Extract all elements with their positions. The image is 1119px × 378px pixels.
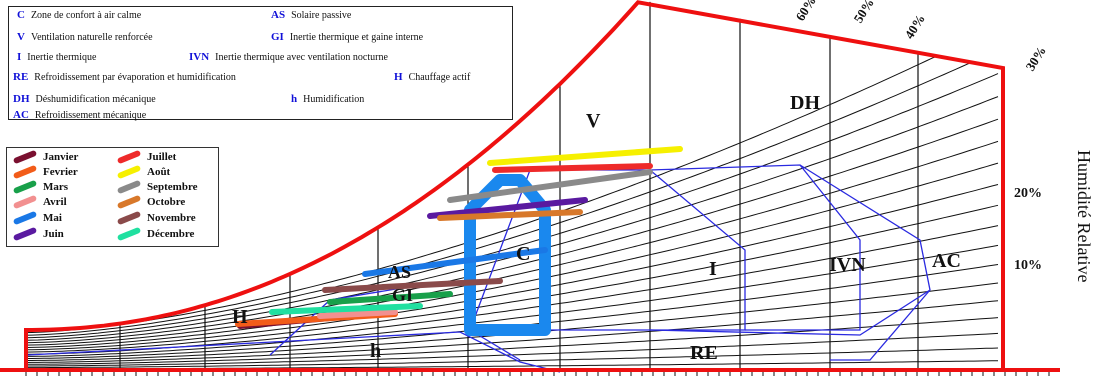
month-line bbox=[322, 278, 503, 293]
key-row-RE: RE Refroidissement par évaporation et hum… bbox=[13, 71, 236, 83]
month-line bbox=[487, 146, 683, 166]
rh-label-10: 10% bbox=[1014, 258, 1042, 273]
month-line bbox=[427, 197, 588, 219]
legend-swatch bbox=[116, 150, 142, 165]
legend-swatch bbox=[12, 227, 38, 242]
zone-label-C: C bbox=[516, 243, 531, 265]
humidity-curve bbox=[25, 118, 999, 344]
legend-swatch bbox=[116, 165, 142, 180]
legend-swatch bbox=[12, 165, 38, 180]
legend-swatch bbox=[116, 195, 142, 210]
monthly-lines bbox=[235, 146, 683, 329]
zone-boundary-line bbox=[469, 169, 746, 331]
legend-swatch bbox=[116, 227, 142, 242]
zone-boundary-line bbox=[27, 331, 561, 373]
humidity-curves bbox=[25, 55, 999, 370]
zone-label-RE: RE bbox=[690, 342, 718, 364]
key-row-GI: GI Inertie thermique et gaine interne bbox=[271, 31, 424, 43]
zone-label-AS: AS bbox=[388, 262, 412, 282]
key-row-H: H Chauffage actif bbox=[394, 71, 471, 83]
legend-swatch bbox=[116, 180, 142, 195]
legend-item-decembre: Décembre bbox=[116, 227, 194, 242]
key-row-h: h Humidification bbox=[291, 93, 365, 105]
key-row-DH: DH Déshumidification mécanique bbox=[13, 93, 156, 105]
axis-title: Humidité Relative bbox=[1074, 150, 1094, 283]
humidity-curve bbox=[25, 204, 999, 353]
zone-label-H: H bbox=[232, 306, 248, 328]
humidity-curve bbox=[25, 300, 999, 363]
key-row-AS: AS Solaire passive bbox=[271, 9, 352, 21]
humidity-curve bbox=[26, 317, 999, 365]
zone-label-h: h bbox=[370, 340, 382, 362]
humidity-curve bbox=[25, 73, 999, 339]
month-line bbox=[327, 291, 453, 305]
humidity-curve bbox=[25, 184, 999, 351]
legend-swatch bbox=[12, 150, 38, 165]
key-row-V: V Ventilation naturelle renforcée bbox=[17, 31, 153, 43]
humidity-curve bbox=[25, 55, 999, 334]
month-line bbox=[269, 303, 423, 315]
month-line bbox=[492, 163, 653, 173]
key-row-C: C Zone de confort à air calme bbox=[17, 9, 142, 21]
zone-boundary-line bbox=[649, 289, 931, 336]
rh-label-20: 20% bbox=[1014, 186, 1042, 201]
zone-boundary-line bbox=[649, 164, 861, 331]
month-line bbox=[437, 209, 583, 221]
saturation-boundary-line bbox=[24, 0, 1005, 370]
humidity-curve bbox=[26, 347, 999, 369]
legend-item-juillet: Juillet bbox=[116, 150, 176, 165]
legend-item-octobre: Octobre bbox=[116, 195, 185, 210]
zone-label-IVN: IVN bbox=[829, 254, 866, 276]
saturation-boundary bbox=[0, 0, 1060, 372]
month-legend: Janvier Juillet Fevrier Août Mars Septem… bbox=[6, 147, 219, 247]
legend-item-novembre: Novembre bbox=[116, 211, 196, 226]
humidity-curve bbox=[25, 162, 999, 348]
zone-label-V: V bbox=[586, 110, 601, 132]
humidity-curve bbox=[25, 140, 999, 346]
zone-label-DH: DH bbox=[790, 92, 820, 114]
legend-item-janvier: Janvier bbox=[12, 150, 78, 165]
month-line bbox=[317, 309, 398, 319]
legend-swatch bbox=[12, 195, 38, 210]
legend-item-septembre: Septembre bbox=[116, 180, 198, 195]
key-row-I: I Inertie thermique bbox=[17, 51, 97, 63]
key-row-IVN: IVN Inertie thermique avec ventilation no… bbox=[189, 51, 388, 63]
legend-item-juin: Juin bbox=[12, 227, 64, 242]
humidity-curve bbox=[26, 244, 999, 357]
zone-key: C Zone de confort à air calme AS Solaire p… bbox=[8, 6, 513, 121]
legend-swatch bbox=[12, 180, 38, 195]
legend-item-aout: Août bbox=[116, 165, 170, 180]
legend-item-fevrier: Fevrier bbox=[12, 165, 78, 180]
legend-item-mars: Mars bbox=[12, 180, 68, 195]
legend-item-mai: Mai bbox=[12, 211, 62, 226]
legend-item-avril: Avril bbox=[12, 195, 67, 210]
humidity-curve bbox=[25, 62, 999, 336]
key-row-AC: AC Refroidissement mécanique bbox=[13, 109, 147, 121]
legend-swatch bbox=[116, 211, 142, 226]
zone-label-AC: AC bbox=[932, 250, 961, 272]
legend-swatch bbox=[12, 211, 38, 226]
zone-label-GI: GI bbox=[392, 285, 414, 305]
zone-label-I: I bbox=[709, 258, 717, 280]
month-line bbox=[447, 169, 653, 203]
month-line bbox=[362, 247, 548, 277]
